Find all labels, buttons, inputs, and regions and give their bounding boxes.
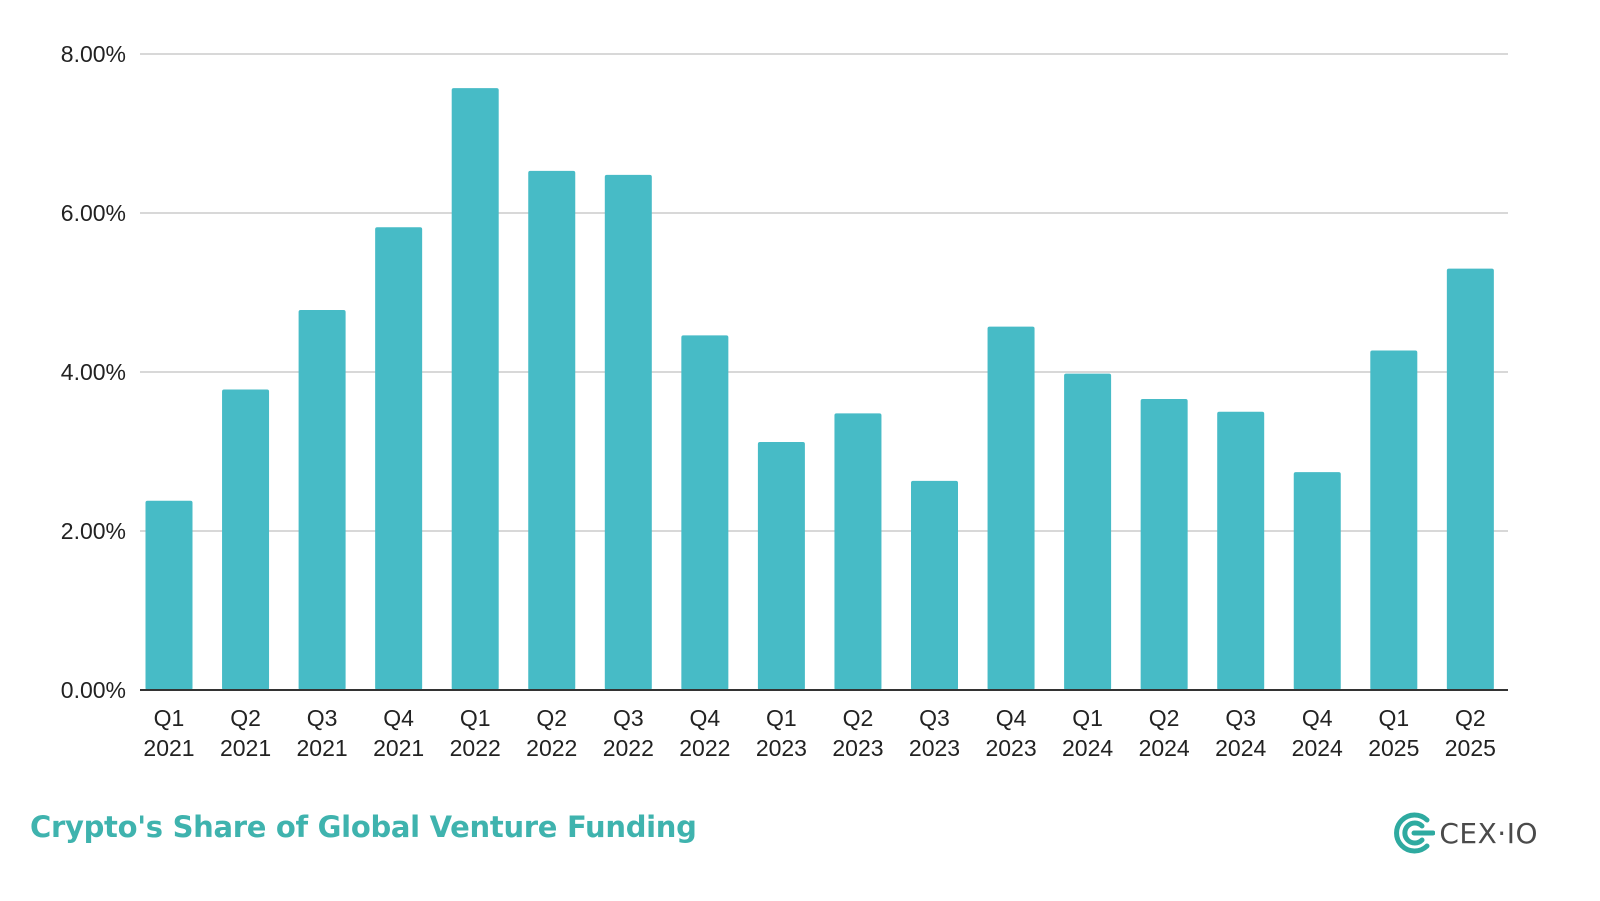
x-tick-label: Q1 2024 xyxy=(1062,705,1113,761)
x-tick-year: 2021 xyxy=(297,735,348,761)
x-tick-year: 2023 xyxy=(832,735,883,761)
x-tick-quarter: Q4 xyxy=(383,705,414,731)
x-tick-label: Q4 2022 xyxy=(679,705,730,761)
bar xyxy=(145,500,193,690)
x-tick-quarter: Q4 xyxy=(1302,705,1333,731)
bar xyxy=(451,88,499,690)
x-tick-year: 2022 xyxy=(679,735,730,761)
x-tick-year: 2022 xyxy=(450,735,501,761)
x-tick-quarter: Q1 xyxy=(1072,705,1103,731)
bar xyxy=(1140,399,1188,690)
bars xyxy=(145,88,1494,691)
x-tick-year: 2025 xyxy=(1445,735,1496,761)
x-tick-quarter: Q2 xyxy=(843,705,874,731)
bar xyxy=(604,174,652,691)
bar xyxy=(222,389,270,690)
x-tick-quarter: Q3 xyxy=(307,705,338,731)
x-tick-quarter: Q1 xyxy=(154,705,185,731)
x-tick-label: Q4 2023 xyxy=(985,705,1036,761)
bar xyxy=(1293,472,1341,690)
x-tick-label: Q2 2023 xyxy=(832,705,883,761)
x-tick-label: Q1 2025 xyxy=(1368,705,1419,761)
y-tick-label: 6.00% xyxy=(61,200,126,226)
bar xyxy=(1064,373,1112,690)
x-tick-label: Q2 2021 xyxy=(220,705,271,761)
x-tick-year: 2021 xyxy=(143,735,194,761)
chart-footer-title: Crypto's Share of Global Venture Funding xyxy=(30,810,697,844)
x-tick-quarter: Q3 xyxy=(919,705,950,731)
x-tick-label: Q3 2023 xyxy=(909,705,960,761)
x-tick-label: Q4 2021 xyxy=(373,705,424,761)
x-tick-label: Q2 2022 xyxy=(526,705,577,761)
bar xyxy=(1217,411,1265,690)
x-tick-label: Q2 2024 xyxy=(1139,705,1190,761)
x-tick-year: 2021 xyxy=(220,735,271,761)
cex-io-logo-icon xyxy=(1394,812,1436,854)
brand-logo: CEX·IO xyxy=(1391,811,1538,855)
x-tick-year: 2023 xyxy=(909,735,960,761)
bar xyxy=(528,170,576,691)
x-tick-quarter: Q4 xyxy=(690,705,721,731)
x-tick-year: 2024 xyxy=(1062,735,1113,761)
x-tick-quarter: Q2 xyxy=(1455,705,1486,731)
x-tick-label: Q2 2025 xyxy=(1445,705,1496,761)
y-axis-ticks: 0.00% 2.00% 4.00% 6.00% 8.00% xyxy=(61,41,126,703)
x-tick-quarter: Q1 xyxy=(460,705,491,731)
bar xyxy=(911,480,958,690)
x-tick-label: Q4 2024 xyxy=(1292,705,1343,761)
bar xyxy=(298,309,346,690)
y-tick-label: 2.00% xyxy=(61,518,126,544)
grid-lines xyxy=(140,53,1508,532)
bar xyxy=(681,335,729,690)
x-tick-quarter: Q3 xyxy=(1225,705,1256,731)
bar xyxy=(987,326,1035,690)
x-tick-year: 2024 xyxy=(1139,735,1190,761)
bar xyxy=(375,227,423,690)
bar xyxy=(1446,268,1494,690)
y-tick-label: 0.00% xyxy=(61,677,126,703)
x-axis-ticks: Q1 2021 Q2 2021 Q3 2021 Q4 2021 Q1 2022 Q2 2022 Q3 20… xyxy=(143,705,1496,761)
x-tick-year: 2023 xyxy=(756,735,807,761)
x-tick-quarter: Q4 xyxy=(996,705,1027,731)
bar xyxy=(757,441,805,690)
x-tick-quarter: Q2 xyxy=(230,705,261,731)
x-tick-label: Q3 2024 xyxy=(1215,705,1266,761)
x-tick-year: 2025 xyxy=(1368,735,1419,761)
x-tick-year: 2021 xyxy=(373,735,424,761)
brand-name: CEX·IO xyxy=(1439,816,1538,850)
x-tick-year: 2022 xyxy=(526,735,577,761)
bar xyxy=(1370,350,1418,690)
y-tick-label: 4.00% xyxy=(61,359,126,385)
x-tick-label: Q1 2021 xyxy=(143,705,194,761)
x-tick-quarter: Q1 xyxy=(1378,705,1409,731)
bar xyxy=(834,413,882,690)
x-tick-year: 2023 xyxy=(985,735,1036,761)
x-tick-label: Q1 2023 xyxy=(756,705,807,761)
x-tick-quarter: Q2 xyxy=(1149,705,1180,731)
x-tick-label: Q1 2022 xyxy=(450,705,501,761)
x-tick-year: 2022 xyxy=(603,735,654,761)
x-tick-label: Q3 2022 xyxy=(603,705,654,761)
x-tick-quarter: Q2 xyxy=(536,705,567,731)
y-tick-label: 8.00% xyxy=(61,41,126,67)
x-tick-year: 2024 xyxy=(1215,735,1266,761)
x-tick-quarter: Q3 xyxy=(613,705,644,731)
x-tick-label: Q3 2021 xyxy=(297,705,348,761)
x-tick-year: 2024 xyxy=(1292,735,1343,761)
x-tick-quarter: Q1 xyxy=(766,705,797,731)
